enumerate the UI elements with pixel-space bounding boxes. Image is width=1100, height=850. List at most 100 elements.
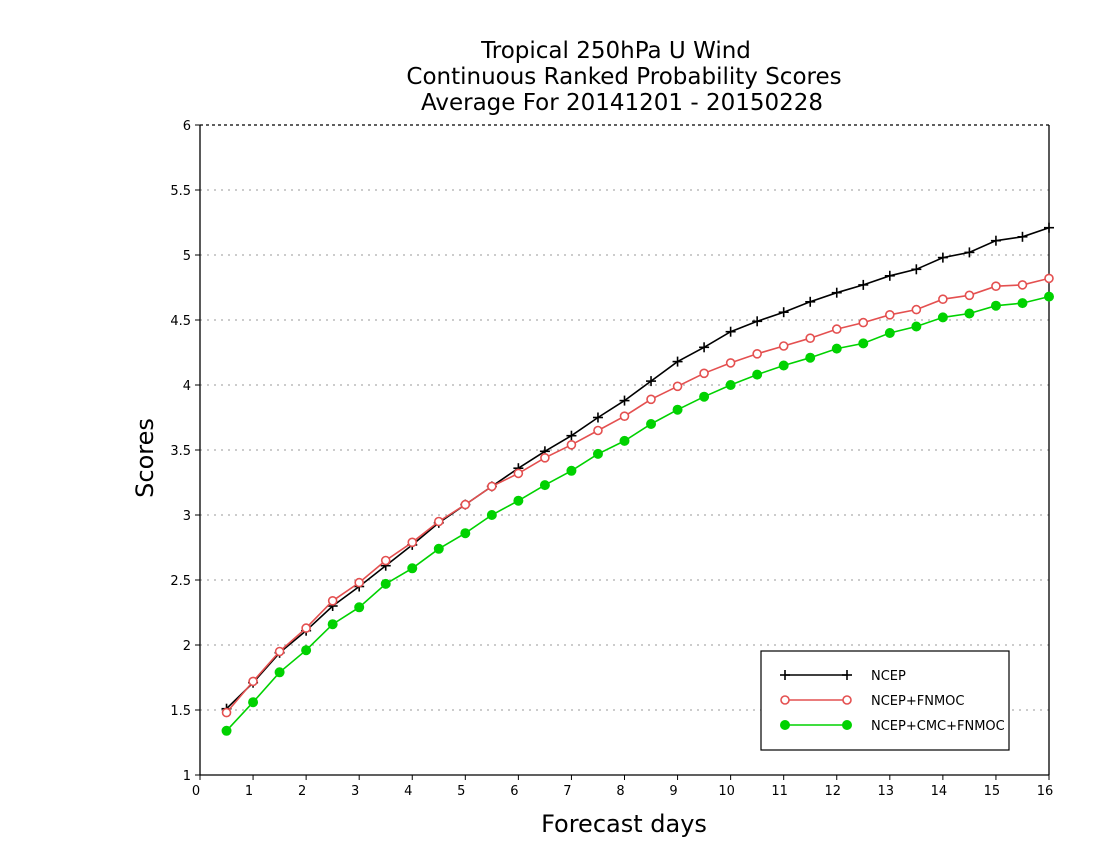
y-tick-label-8: 5 [183,249,191,264]
y-tick-label-4: 3 [183,509,191,524]
series-0-point-30 [1017,231,1028,242]
x-tick-label-6: 6 [510,784,518,799]
x-tick-label-3: 3 [351,784,359,799]
series-0-point-26 [911,264,922,275]
legend: NCEP NCEP+FNMOC NCEP+CMC+FNMOC [760,650,1010,751]
series-1-point-15 [619,411,630,422]
series-2-point-7 [407,563,418,574]
series-2-point-19 [725,380,736,390]
series-2-point-1 [248,697,259,708]
series-2-point-30 [1017,298,1028,309]
series-1-point-6 [380,555,391,566]
series-1-point-12 [540,452,550,463]
y-tick-label-7: 4.5 [170,314,191,329]
axes: 0 1 2 3 4 5 6 7 8 9 10 11 12 13 14 15 1611.522.533.544.5… [170,119,1053,799]
series-2-point-13 [566,465,577,476]
x-tick-label-8: 8 [616,784,624,799]
series-0-point-20 [752,316,763,327]
series-2-point-24 [858,338,869,349]
series-1-point-13 [566,439,577,450]
series-2 [221,291,1054,736]
chart-title-line-2: Continuous Ranked Probability Scores [406,64,841,90]
x-tick-label-1: 1 [245,784,253,799]
x-tick-label-10: 10 [718,784,735,799]
series-1-point-16 [646,394,656,405]
series-0-point-28 [964,247,975,258]
series-2-point-25 [884,328,895,338]
series-0-point-17 [672,356,683,367]
y-tick-label-6: 4 [183,379,191,394]
x-tick-label-15: 15 [984,784,1001,799]
series-1-point-25 [885,309,895,320]
series-1-point-0 [221,707,232,718]
series-2-point-17 [672,404,683,415]
series-1-point-2 [274,646,285,657]
x-tick-label-11: 11 [771,784,788,799]
legend-marker-start-2 [780,720,790,730]
series-1-point-22 [805,333,816,344]
series-0-point-13 [566,430,577,441]
x-tick-label-12: 12 [824,784,841,799]
series-0-point-18 [699,342,710,353]
series-0 [221,222,1054,714]
x-tick-label-9: 9 [669,784,677,799]
chart-title-line-3: Average For 20141201 - 20150228 [421,90,823,116]
series-1-point-11 [513,468,524,479]
x-tick-label-16: 16 [1037,784,1054,799]
series-1-point-31 [1044,273,1054,284]
series-1-point-28 [964,290,975,301]
legend-label-1: NCEP+FNMOC [871,694,964,709]
series-1-point-21 [778,341,789,351]
y-tick-label-3: 2.5 [170,574,191,589]
series-0-point-23 [831,287,842,298]
series-2-point-23 [831,343,842,354]
series-2-point-27 [937,312,948,323]
series-2-point-0 [221,725,232,736]
x-tick-label-4: 4 [404,784,412,799]
y-tick-label-1: 1.5 [170,704,191,719]
series-2-point-29 [990,300,1001,311]
series-2-point-31 [1044,291,1054,302]
series-0-point-15 [619,395,630,406]
series-1-point-9 [460,499,471,510]
x-tick-label-7: 7 [563,784,571,799]
series-2-point-18 [699,391,710,402]
series-2-point-20 [752,369,763,380]
series-2-point-16 [646,419,657,429]
series-0-point-31 [1044,222,1054,233]
y-tick-label-2: 2 [183,639,191,654]
y-tick-label-5: 3.5 [170,444,191,459]
series-1-point-29 [991,281,1001,292]
series-2-point-28 [964,308,975,319]
series-0-point-22 [805,296,816,307]
series-2-point-9 [460,528,471,539]
x-tick-label-13: 13 [878,784,895,799]
series-1-point-10 [487,481,497,492]
x-axis-title: Forecast days [541,810,707,838]
series-2-point-22 [805,352,816,363]
legend-marker-start-0 [780,670,790,680]
series-1-point-4 [327,595,338,606]
series-1-point-26 [911,304,922,315]
series-0-point-24 [858,279,869,290]
series-1-point-24 [858,317,869,328]
series-2-point-26 [911,321,922,332]
series-1-point-8 [433,516,444,527]
series-2-point-4 [327,619,338,630]
legend-marker-end-2 [842,720,852,730]
series-0-point-14 [592,412,603,423]
series-0-point-21 [778,307,789,318]
series-2-point-12 [539,480,550,491]
legend-entry-1: NCEP+FNMOC [780,694,964,709]
series-1-point-1 [248,676,258,687]
x-tick-label-14: 14 [931,784,948,799]
series-1-point-7 [407,537,418,548]
series-layer [221,222,1054,736]
series-1-point-5 [354,577,364,588]
legend-entry-0: NCEP [780,669,906,684]
x-tick-label-2: 2 [298,784,306,799]
series-0-point-25 [884,270,895,281]
x-tick-label-5: 5 [457,784,465,799]
series-2-point-14 [592,448,603,459]
